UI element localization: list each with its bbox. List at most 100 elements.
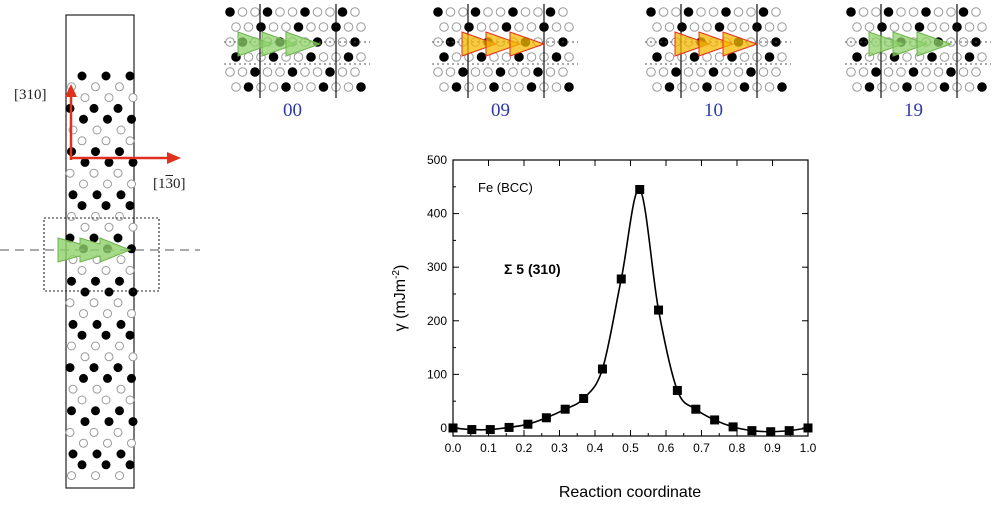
atom-light [921, 67, 931, 77]
atom-light [758, 67, 769, 77]
atom-light [933, 7, 944, 17]
atom-light [964, 82, 975, 92]
atom-dark [908, 67, 919, 77]
atom-light [125, 265, 135, 275]
atom-dark [658, 37, 669, 47]
y-tick-label: 100 [427, 367, 447, 381]
atom-dark [89, 363, 99, 373]
atom-dark [501, 22, 512, 32]
atom-light [896, 67, 906, 77]
atom-light [671, 7, 681, 17]
x-tick-label: 1.0 [800, 441, 817, 455]
atom-dark [262, 7, 273, 17]
atom-dark [268, 52, 279, 62]
direction-axes [65, 84, 181, 164]
atom-dark [356, 82, 366, 92]
atom-light [256, 82, 266, 92]
atom-dark [113, 103, 123, 113]
atom-light [237, 7, 248, 17]
atom-dark [125, 460, 135, 470]
atom-dark [652, 52, 662, 62]
atom-dark [721, 7, 731, 17]
atom-light [115, 471, 124, 481]
atom-dark [103, 373, 112, 383]
atom-light [896, 7, 906, 17]
data-point [597, 364, 607, 374]
atom-light [451, 22, 462, 32]
data-point [523, 419, 533, 429]
atom-dark [125, 71, 135, 81]
atom-dark [77, 460, 87, 470]
atom-dark [127, 373, 136, 383]
atom-dark [758, 7, 769, 17]
data-point [803, 423, 813, 433]
atom-light [658, 67, 669, 77]
atom-dark [646, 7, 656, 17]
glide-arrow-icon [461, 31, 498, 57]
dir-suffix: 0] [173, 176, 186, 192]
x-tick-label: 0.0 [445, 441, 462, 455]
atom-dark [91, 276, 100, 286]
atom-dark [545, 7, 556, 17]
x-tick-label: 0.5 [622, 441, 639, 455]
atom-dark [551, 52, 562, 62]
atom-light [514, 82, 524, 92]
atom-light [91, 211, 100, 221]
atom-dark [89, 233, 99, 243]
atom-dark [433, 7, 443, 17]
x-tick-label: 0.3 [551, 441, 568, 455]
atom-dark [508, 7, 518, 17]
atom-light [852, 82, 862, 92]
x-tick-label: 0.1 [480, 441, 497, 455]
atom-light [101, 265, 111, 275]
y-axis-label-text: γ (mJm-2) [391, 265, 409, 332]
atom-dark [958, 7, 969, 17]
glide-arrow-icon [261, 31, 298, 57]
atom-light [445, 7, 456, 17]
atom-dark [883, 7, 894, 17]
atom-light [758, 37, 769, 47]
atom-light [664, 52, 675, 62]
atom-light [67, 341, 76, 351]
atom-light [764, 22, 775, 32]
atom-dark [914, 22, 925, 32]
atom-light [89, 427, 99, 437]
atom-light [65, 427, 75, 437]
atom-light [764, 82, 775, 92]
y-label-close: ) [392, 265, 409, 270]
atom-dark [256, 22, 266, 32]
atom-dark [306, 52, 316, 62]
atom-dark [243, 82, 254, 92]
atom-dark [104, 417, 114, 427]
atom-light [727, 82, 737, 92]
data-point [635, 184, 645, 194]
atom-light [113, 168, 123, 178]
atom-dark [964, 52, 975, 62]
atom-light [914, 82, 925, 92]
atom-dark [225, 7, 235, 17]
atom-light [526, 52, 537, 62]
atom-dark [91, 147, 100, 157]
atom-light [79, 179, 88, 189]
direction-label-310: [310] [14, 87, 47, 103]
atom-dark [68, 190, 78, 200]
atom-light [551, 82, 562, 92]
atom-light [739, 52, 750, 62]
glide-arrow-icon [722, 31, 759, 57]
atom-light [721, 67, 731, 77]
atom-light [470, 67, 481, 77]
atom-dark [80, 157, 90, 167]
atom-light [545, 37, 556, 47]
zoom-box [43, 217, 160, 292]
atom-dark [101, 201, 111, 211]
snapshot-panel-19 [845, 4, 991, 98]
x-tick-label: 0.9 [764, 441, 781, 455]
gb-annotation: Σ 5 (310) [504, 261, 561, 277]
atom-dark [127, 244, 136, 254]
atom-light [312, 67, 323, 77]
x-tick-label: 0.8 [729, 441, 746, 455]
snapshot-panel-00 [224, 4, 370, 98]
atom-light [116, 125, 126, 135]
atom-dark [91, 406, 100, 416]
atom-dark [115, 406, 124, 416]
